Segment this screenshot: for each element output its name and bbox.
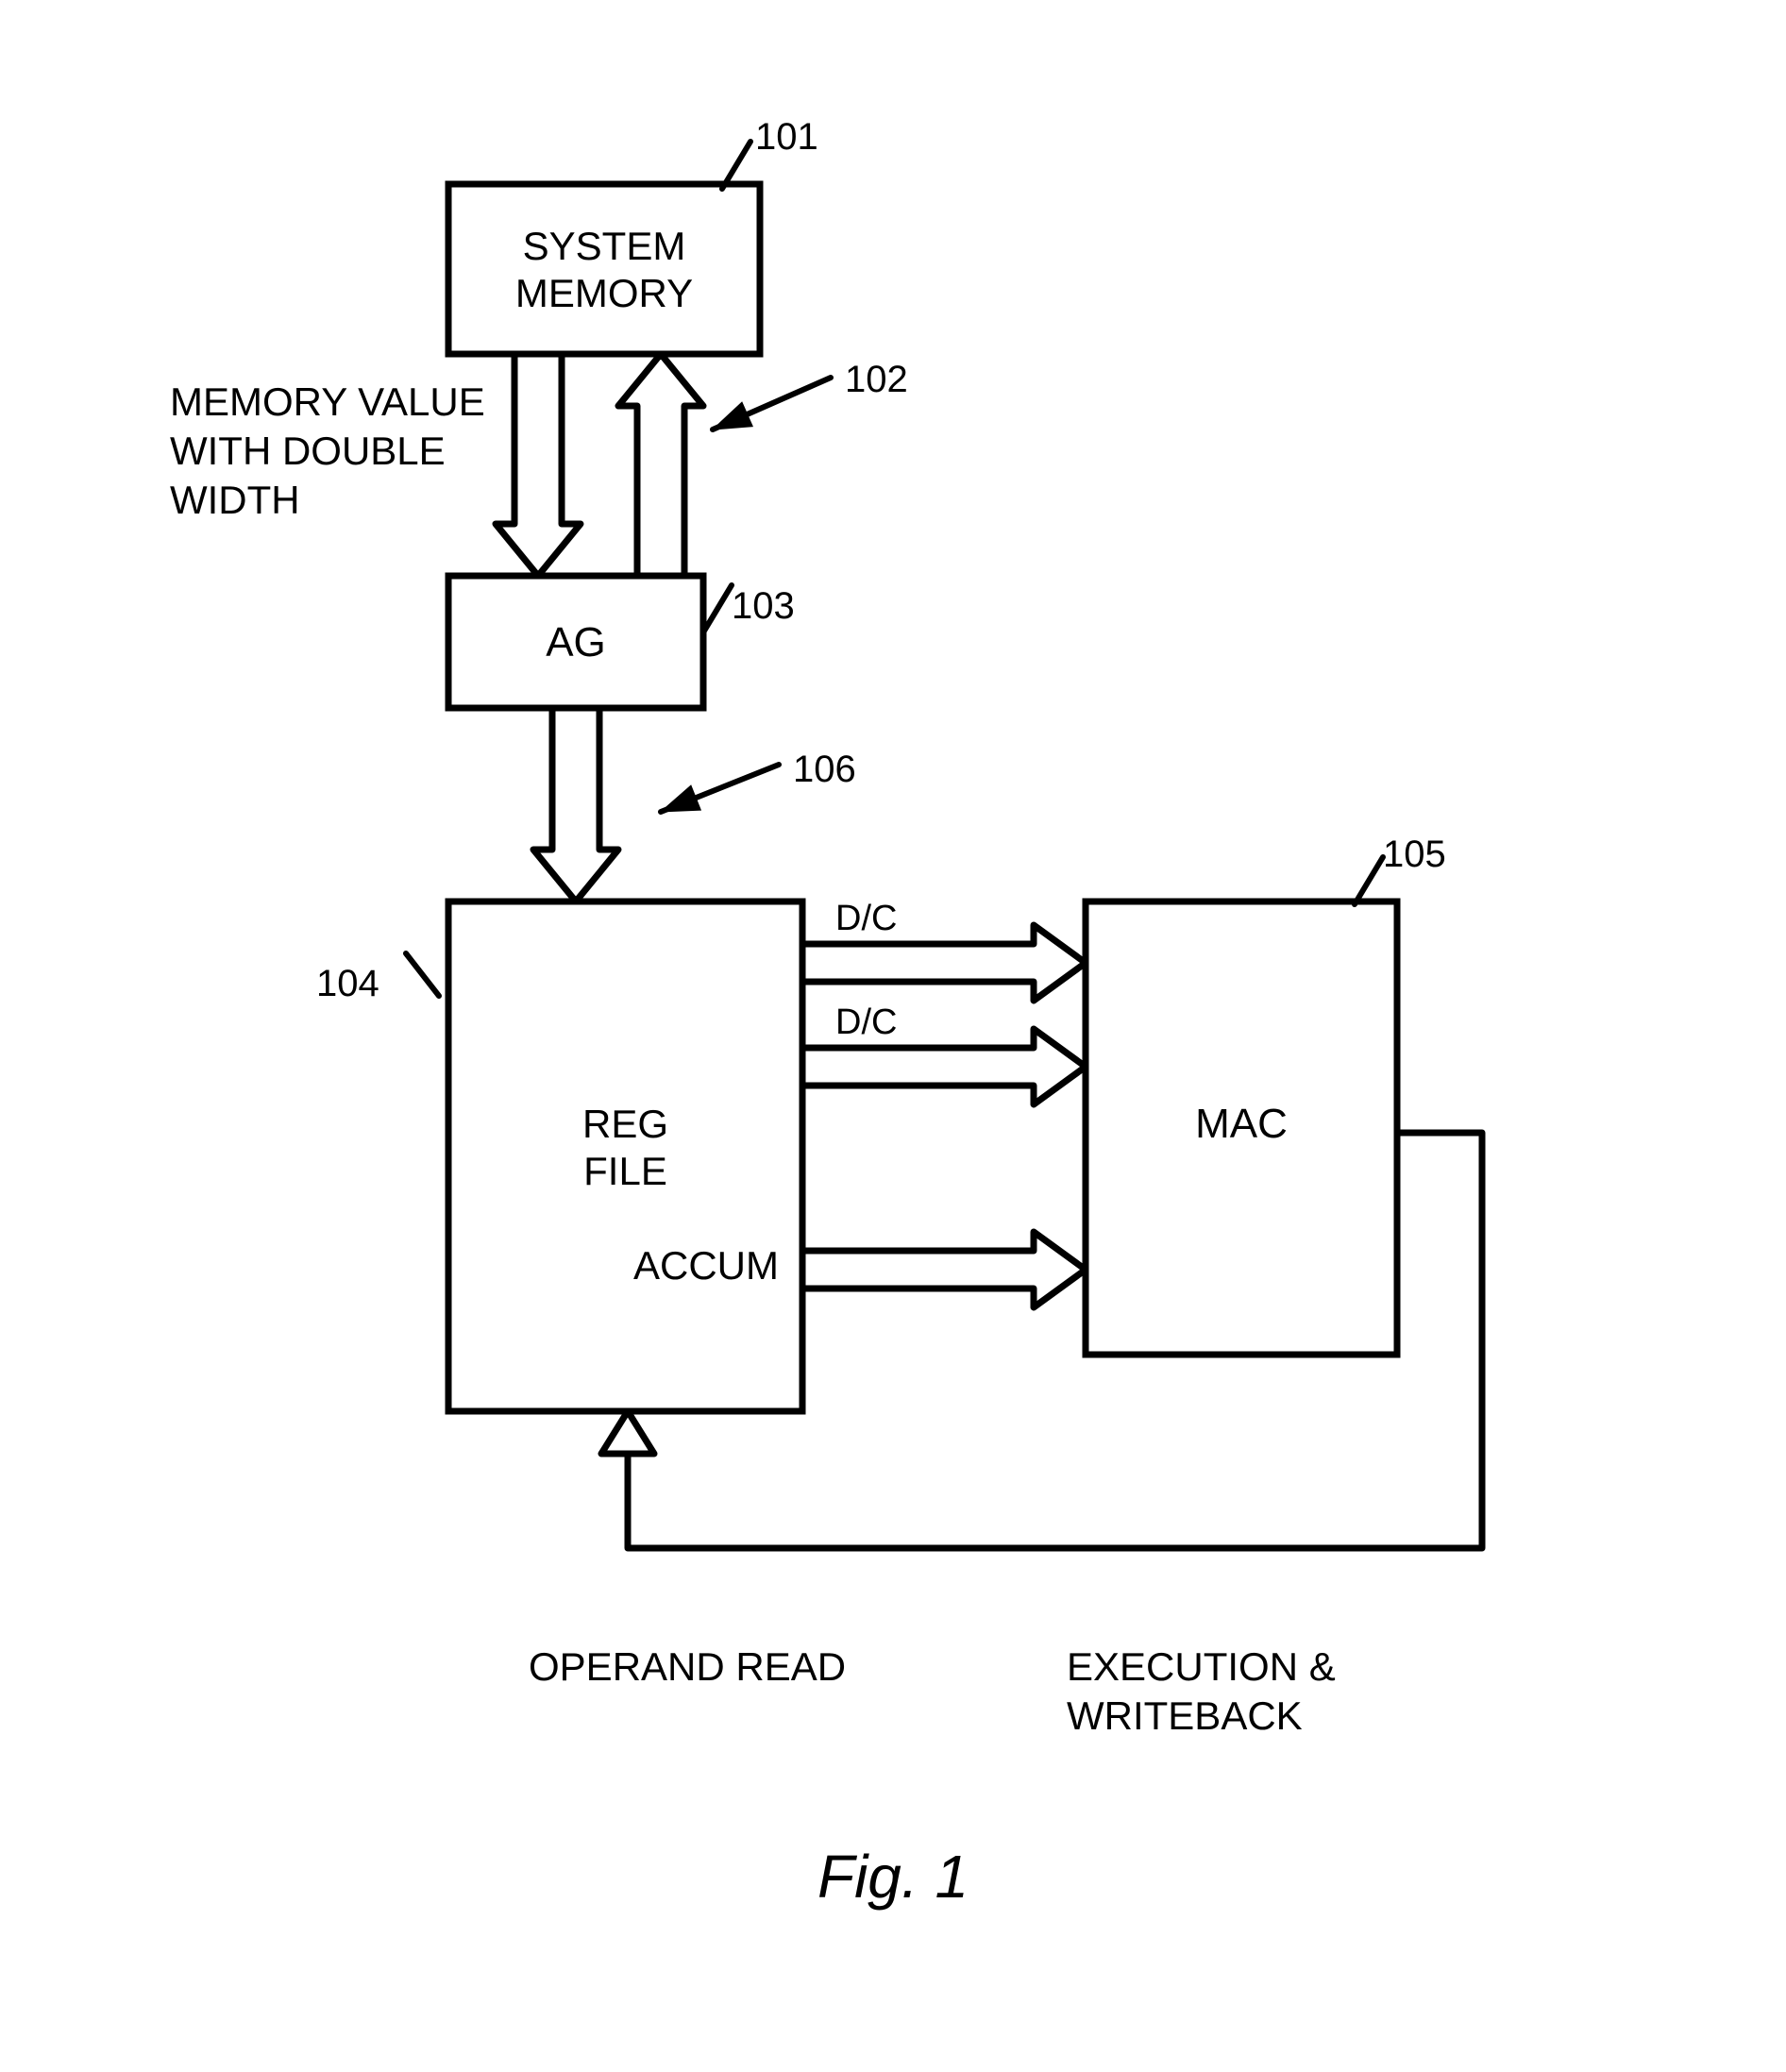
system-memory-block — [448, 184, 760, 354]
ag-to-regfile-arrow — [533, 708, 618, 901]
operand-read-label: OPERAND READ — [529, 1644, 846, 1689]
callout-tick — [703, 585, 732, 632]
ag-label: AG — [546, 619, 606, 665]
memory-value-label: WITH DOUBLE — [170, 429, 446, 473]
callout-arrowhead — [661, 785, 700, 812]
callout-104: 104 — [316, 963, 379, 1004]
dc1-label: D/C — [835, 899, 897, 938]
mac-label: MAC — [1195, 1101, 1288, 1147]
mem-to-ag-down-arrow — [496, 354, 581, 576]
system-memory-label: MEMORY — [515, 271, 693, 315]
callout-tick — [1355, 857, 1383, 904]
memory-value-label: MEMORY VALUE — [170, 379, 485, 424]
callout-105: 105 — [1383, 834, 1446, 875]
system-memory-label: SYSTEM — [523, 224, 686, 268]
memory-value-label: WIDTH — [170, 478, 300, 522]
callout-103: 103 — [732, 585, 795, 627]
dc2-label: D/C — [835, 1002, 897, 1042]
execution-writeback-label: EXECUTION & — [1067, 1644, 1336, 1689]
architecture-diagram: SYSTEMMEMORY AG REGFILE ACCUM MAC D/C D/C 101 10… — [0, 0, 1786, 2072]
callout-arrowhead — [713, 402, 752, 430]
reg-file-label: REG — [582, 1102, 668, 1146]
accum-arrow — [802, 1232, 1086, 1307]
reg-file-label: FILE — [583, 1149, 667, 1193]
callout-106: 106 — [793, 749, 856, 790]
feedback-arrowhead — [601, 1411, 654, 1454]
ag-to-mem-up-arrow — [618, 354, 703, 576]
execution-writeback-label: WRITEBACK — [1067, 1693, 1303, 1738]
callout-101: 101 — [755, 116, 818, 158]
accum-label: ACCUM — [633, 1243, 779, 1288]
callout-tick — [406, 953, 439, 996]
callout-102: 102 — [845, 359, 908, 400]
figure-caption: Fig. 1 — [817, 1843, 969, 1911]
